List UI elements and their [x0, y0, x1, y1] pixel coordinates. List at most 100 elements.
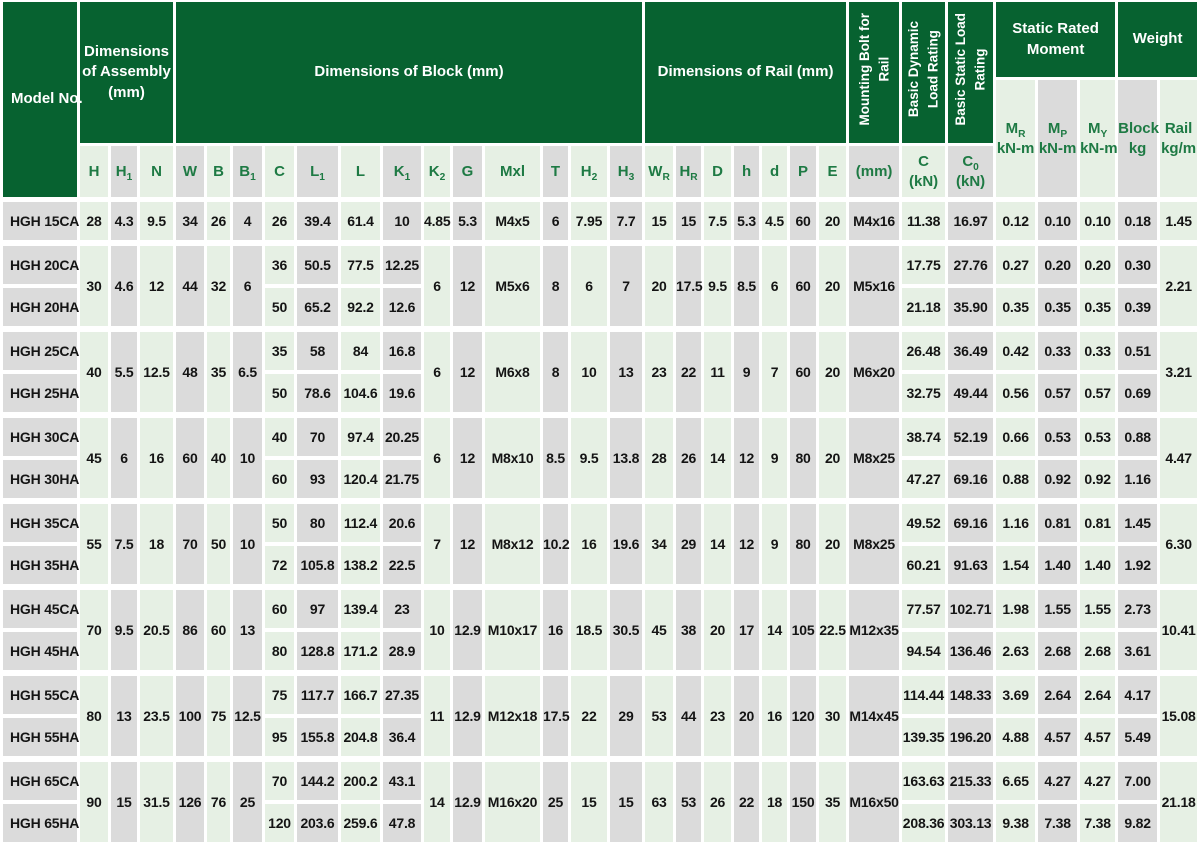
table-cell: 40	[265, 418, 294, 460]
column-subheader: T	[543, 146, 568, 202]
table-row: HGH 30CA 45 6 16 60 40 10 40 70 97.4 20.25 6 12 M8x10…	[3, 418, 1198, 498]
model-cell: HGH 20CA	[3, 246, 79, 288]
table-cell: 70	[297, 418, 338, 460]
table-cell: 20	[704, 590, 732, 670]
table-cell: 53	[645, 676, 674, 756]
table-cell: 10	[424, 590, 450, 670]
table-cell: 16.8	[383, 332, 421, 374]
table-cell: 23.5	[140, 676, 173, 756]
column-subheader: P	[790, 146, 817, 202]
table-cell: 20	[819, 418, 847, 498]
table-cell: 204.8	[341, 718, 380, 756]
table-cell: 13.8	[610, 418, 643, 498]
table-cell: 32	[207, 246, 230, 326]
table-cell: 200.2	[341, 762, 380, 804]
table-cell: 112.4	[341, 504, 380, 546]
table-cell: 4	[233, 202, 262, 240]
table-cell: 144.2	[297, 762, 338, 804]
table-cell: 29	[676, 504, 702, 584]
table-cell: 92.2	[341, 288, 380, 326]
band-header-static-rating: Basic Static Load Rating	[948, 2, 994, 146]
table-cell: 16.97	[948, 202, 994, 240]
table-cell: 139.35	[902, 718, 946, 756]
table-cell: 0.42	[996, 332, 1036, 374]
table-cell: 95	[265, 718, 294, 756]
table-cell: 63	[645, 762, 674, 842]
table-cell: 34	[645, 504, 674, 584]
table-cell: 12	[453, 332, 482, 412]
table-cell: 7	[424, 504, 450, 584]
table-cell: 0.12	[996, 202, 1036, 240]
table-row: HGH 15CA 28 4.3 9.5 34 26 4 26 39.4 61.4 10 4.85 5.3…	[3, 202, 1198, 240]
table-cell: 150	[790, 762, 817, 842]
model-cell: HGH 15CA	[3, 202, 79, 240]
table-cell: 60	[176, 418, 204, 498]
column-subheader: K2	[424, 146, 450, 202]
column-subheader: Mxl	[485, 146, 540, 202]
table-cell: 10	[571, 332, 607, 412]
table-cell: 14	[762, 590, 788, 670]
table-cell: 30	[80, 246, 108, 326]
group-separator	[3, 412, 1198, 418]
model-cell: HGH 25CA	[3, 332, 79, 374]
table-cell: M10x17	[485, 590, 540, 670]
group-separator	[3, 240, 1198, 246]
table-cell: 13	[111, 676, 137, 756]
table-cell: 69.16	[948, 504, 994, 546]
column-subheader: h	[734, 146, 760, 202]
table-cell: 50	[265, 374, 294, 412]
column-subheader: HR	[676, 146, 702, 202]
table-cell: 2.73	[1118, 590, 1158, 632]
table-cell: 11.38	[902, 202, 946, 240]
table-cell: 35	[265, 332, 294, 374]
table-cell: 6	[543, 202, 568, 240]
table-cell: M4x16	[849, 202, 900, 240]
table-cell: 17.5	[543, 676, 570, 756]
table-cell: 139.4	[341, 590, 380, 632]
table-cell: 10	[383, 202, 421, 240]
table-cell: 19.6	[610, 504, 643, 584]
table-cell: 16	[543, 590, 568, 670]
table-cell: 58	[297, 332, 338, 374]
table-cell: 44	[676, 676, 702, 756]
table-cell: 90	[80, 762, 108, 842]
table-cell: 69.16	[948, 460, 994, 498]
table-cell: 76	[207, 762, 230, 842]
table-cell: 31.5	[140, 762, 173, 842]
table-cell: 18	[762, 762, 788, 842]
table-cell: 138.2	[341, 546, 380, 584]
table-cell: 0.20	[1080, 246, 1116, 288]
table-row: HGH 55HA 95 155.8 204.8 36.4 139.35 196.20 4.88…	[3, 718, 1197, 756]
table-cell: 4.3	[111, 202, 137, 240]
table-cell: M16x50	[849, 762, 900, 842]
model-cell: HGH 35CA	[3, 504, 79, 546]
table-cell: 4.47	[1160, 418, 1198, 498]
table-cell: 26.48	[902, 332, 946, 374]
table-cell: 9	[762, 418, 788, 498]
table-cell: 40	[207, 418, 230, 498]
table-cell: 2.68	[1080, 632, 1116, 670]
table-cell: 0.92	[1080, 460, 1116, 498]
model-cell: HGH 55HA	[3, 718, 79, 756]
table-cell: 15	[676, 202, 702, 240]
column-subheader: H3	[610, 146, 643, 202]
table-cell: M6x20	[849, 332, 900, 412]
table-cell: 14	[704, 504, 732, 584]
table-cell: 8.5	[543, 418, 568, 498]
table-cell: 38.74	[902, 418, 946, 460]
table-row: HGH 45CA 70 9.5 20.5 86 60 13 60 97 139.4 23 10 12.9…	[3, 590, 1198, 670]
table-cell: 136.46	[948, 632, 994, 670]
table-cell: 1.45	[1160, 202, 1198, 240]
table-cell: M8x12	[485, 504, 540, 584]
table-cell: 4.57	[1038, 718, 1078, 756]
table-cell: 77.57	[902, 590, 946, 632]
table-cell: 75	[207, 676, 230, 756]
table-cell: 10.41	[1160, 590, 1198, 670]
column-subheader: WR	[645, 146, 674, 202]
table-cell: 6	[424, 418, 450, 498]
table-cell: 163.63	[902, 762, 946, 804]
table-cell: 12.6	[383, 288, 421, 326]
table-cell: 12.9	[453, 762, 482, 842]
table-cell: 16	[571, 504, 607, 584]
table-cell: 26	[207, 202, 230, 240]
